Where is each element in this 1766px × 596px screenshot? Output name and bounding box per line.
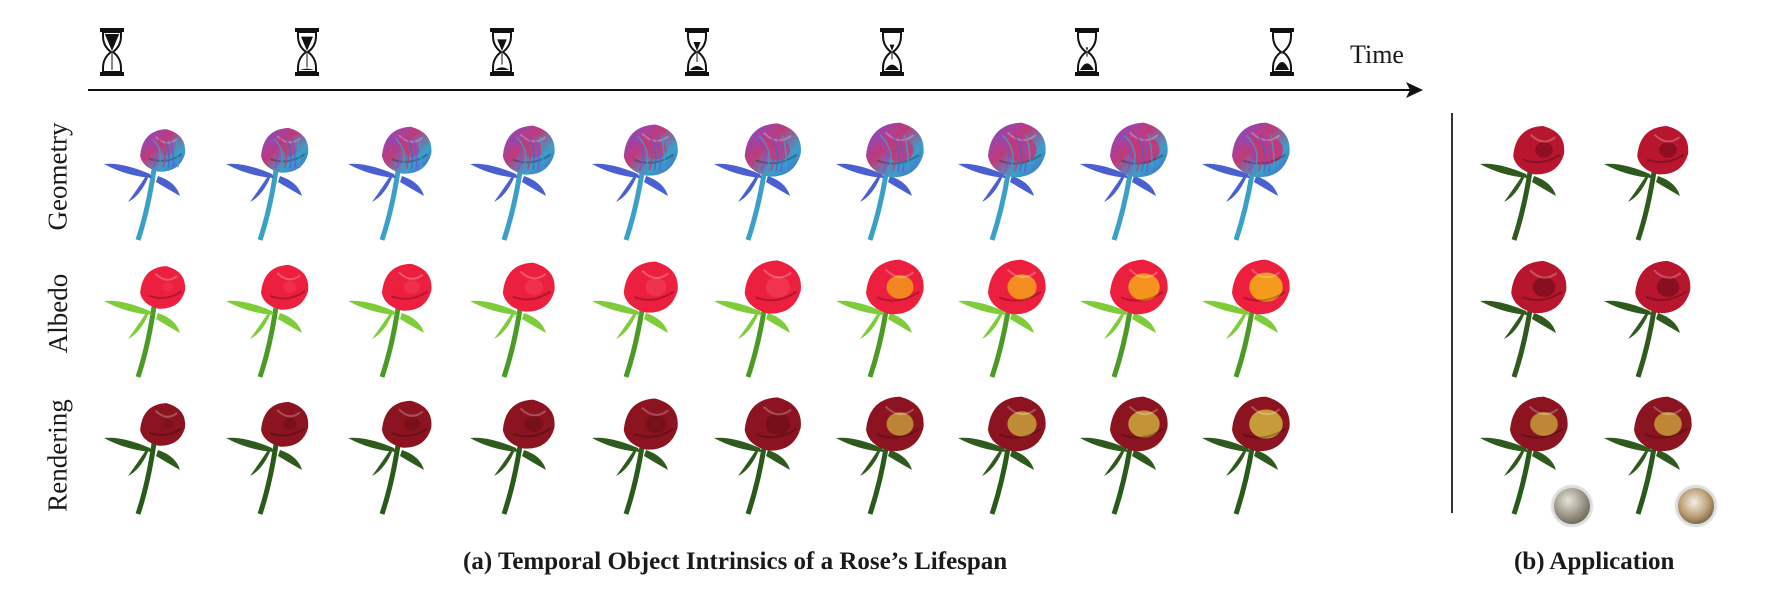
rose-albedo-frame: [588, 247, 700, 379]
hourglass-icon: [685, 28, 709, 76]
rose-geometry-frame: [1198, 110, 1310, 242]
section-divider: [1451, 113, 1453, 513]
rose-rendering-frame: [1198, 384, 1310, 516]
rose-geometry-frame: [832, 110, 944, 242]
rose-geometry-frame: [710, 110, 822, 242]
rose-albedo-frame: [222, 247, 334, 379]
rose-albedo-frame: [344, 247, 456, 379]
hourglass-icon: [295, 28, 319, 76]
hourglass-icon: [1075, 28, 1099, 76]
rose-geometry-frame: [100, 110, 212, 242]
rose-rendering-frame: [832, 384, 944, 516]
caption-b: (b) Application: [1514, 548, 1675, 575]
rose-geometry-frame: [954, 110, 1066, 242]
rose-albedo-frame: [466, 247, 578, 379]
row-label-rendering: Rendering: [42, 398, 73, 512]
hourglass-icon: [490, 28, 514, 76]
rose-geometry-frame: [588, 110, 700, 242]
rose-rendering-frame: [222, 384, 334, 516]
hourglass-icon: [1270, 28, 1294, 76]
environment-map-icon: [1552, 486, 1592, 526]
rose-albedo-frame: [954, 247, 1066, 379]
rose-albedo-frame: [1076, 247, 1188, 379]
application-rose: [1476, 247, 1588, 379]
application-rose: [1476, 110, 1588, 242]
rose-geometry-frame: [466, 110, 578, 242]
rose-rendering-frame: [588, 384, 700, 516]
rose-rendering-frame: [710, 384, 822, 516]
time-axis-arrow: [88, 82, 1423, 98]
application-rose: [1600, 247, 1712, 379]
caption-a: (a) Temporal Object Intrinsics of a Rose…: [463, 548, 1008, 575]
application-rose: [1600, 384, 1712, 516]
hourglass-icon: [100, 28, 124, 76]
row-label-albedo: Albedo: [42, 273, 73, 353]
rose-rendering-frame: [344, 384, 456, 516]
rose-albedo-frame: [710, 247, 822, 379]
rose-rendering-frame: [466, 384, 578, 516]
rose-albedo-frame: [832, 247, 944, 379]
application-rose: [1600, 110, 1712, 242]
rose-rendering-frame: [100, 384, 212, 516]
rose-geometry-frame: [344, 110, 456, 242]
hourglass-icon: [880, 28, 904, 76]
rose-albedo-frame: [1198, 247, 1310, 379]
rose-rendering-frame: [1076, 384, 1188, 516]
rose-albedo-frame: [100, 247, 212, 379]
rose-rendering-frame: [954, 384, 1066, 516]
application-rose: [1476, 384, 1588, 516]
row-label-geometry: Geometry: [42, 122, 73, 230]
rose-geometry-frame: [222, 110, 334, 242]
time-axis-label: Time: [1350, 40, 1404, 69]
rose-geometry-frame: [1076, 110, 1188, 242]
environment-map-icon: [1676, 486, 1716, 526]
